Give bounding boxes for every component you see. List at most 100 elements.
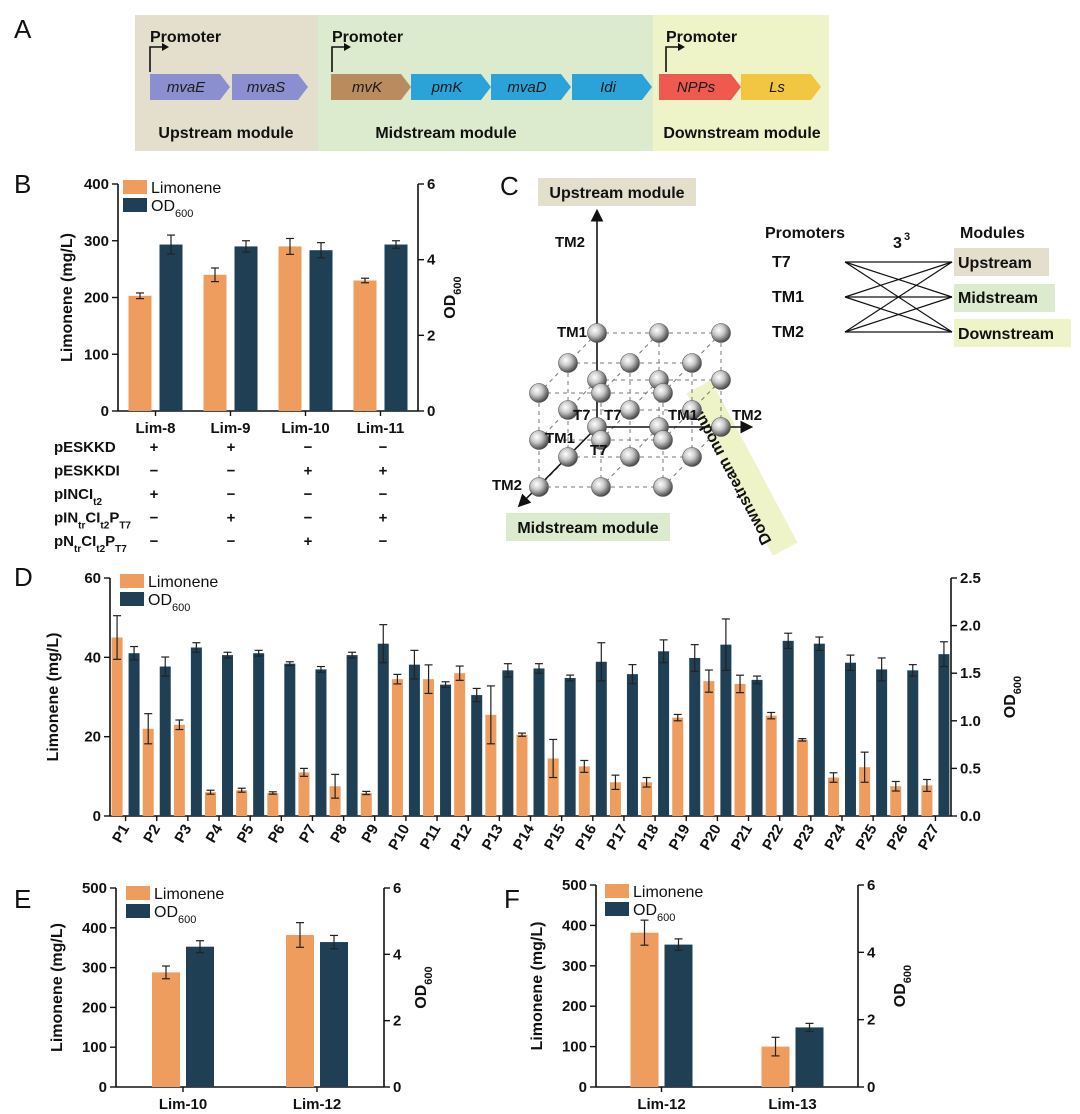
plasmid-mark: + — [304, 533, 313, 550]
bar-limonene-P25 — [859, 767, 871, 816]
bar-limonene-P13 — [485, 714, 497, 816]
bar-od600-P12 — [471, 695, 483, 816]
bar-limonene-Lim-12 — [630, 932, 659, 1087]
bar-od600-P6 — [284, 663, 296, 816]
legend-swatch-limonene — [605, 884, 629, 898]
bar-od600-Lim-11 — [384, 244, 408, 411]
x-tick-label-P25: P25 — [853, 822, 881, 854]
x-tick-label-P16: P16 — [572, 822, 600, 854]
gene-arrow-Ls — [741, 74, 821, 100]
bar-od600-P26 — [907, 670, 919, 816]
panel-f-chart: 0 100 200 300 400 500 0 2 4 6 Limonene (mg/L) OD600… — [529, 877, 914, 1113]
x-tick-label-Lim-12: Lim-12 — [293, 1096, 341, 1113]
tick-label-right: 2.0 — [960, 618, 981, 635]
x-tick-label-P5: P5 — [234, 822, 258, 846]
x-tick-label-P3: P3 — [171, 822, 195, 846]
combination-sphere — [529, 383, 549, 403]
x-tick-label-Lim-13: Lim-13 — [768, 1096, 816, 1113]
bar-limonene-P18 — [641, 782, 653, 816]
y-axis-title-right: OD600 — [1002, 676, 1024, 718]
y-axis-title-left: Limonene (mg/L) — [529, 922, 546, 1051]
bar-limonene-P10 — [391, 679, 403, 816]
tick-label-right: 4 — [867, 944, 876, 961]
legend-label-limonene: Limonene — [154, 886, 224, 903]
module-label-0: Upstream module — [158, 125, 293, 142]
gene-label-Ls: Ls — [769, 79, 785, 96]
x-tick-label-P10: P10 — [385, 822, 413, 854]
bar-od600-P13 — [502, 670, 514, 816]
bar-limonene-P24 — [827, 777, 839, 816]
combination-sphere — [558, 400, 578, 420]
legend-swatch-limonene — [123, 180, 147, 194]
bar-od600-P3 — [190, 647, 202, 816]
legend-label-od600: OD600 — [154, 904, 196, 926]
tick-label-left: 100 — [84, 346, 109, 363]
gene-label-mvaD: mvaD — [507, 79, 546, 96]
tick-label-left: 200 — [84, 290, 109, 307]
x-tick-label-P7: P7 — [296, 822, 320, 846]
bar-od600-Lim-9 — [234, 246, 258, 411]
bar-limonene-P16 — [578, 766, 590, 816]
bar-od600-Lim-12 — [320, 942, 348, 1087]
bar-limonene-P14 — [516, 734, 528, 816]
plasmid-mark: − — [379, 439, 388, 456]
promoter-t7: T7 — [772, 254, 791, 271]
x-tick-label-P15: P15 — [541, 822, 569, 854]
tick-label-left: 0 — [99, 1079, 107, 1096]
bar-od600-P19 — [689, 657, 701, 816]
x-tick-label-Lim-12: Lim-12 — [637, 1096, 685, 1113]
module-downstream: Downstream — [958, 326, 1054, 343]
cube-t7-right: T7 — [604, 407, 622, 424]
promoter-arrow-icon — [665, 46, 680, 72]
tick-label-left: 400 — [82, 920, 107, 937]
cube-tm1-right: TM1 — [668, 407, 698, 424]
plasmid-name-2: pINCIt2 — [54, 486, 103, 508]
bar-od600-P14 — [533, 668, 545, 816]
bar-od600-Lim-10 — [186, 946, 214, 1087]
combination-sphere — [653, 430, 673, 450]
plasmid-mark: + — [227, 439, 236, 456]
bar-limonene-Lim-9 — [203, 274, 227, 411]
combination-sphere — [620, 447, 640, 467]
bar-od600-P23 — [813, 643, 825, 816]
plasmid-mark: + — [379, 463, 388, 480]
legend-label-limonene: Limonene — [151, 180, 221, 197]
gene-label-mvaE: mvaE — [167, 79, 206, 96]
cube-t7-origin: T7 — [573, 407, 591, 424]
legend-label-od600: OD600 — [148, 592, 190, 614]
promoter-arrowhead-icon — [678, 43, 685, 51]
bar-limonene-P20 — [703, 681, 715, 816]
legend-swatch-limonene — [120, 574, 144, 588]
plasmid-mark: − — [227, 486, 236, 503]
plasmid-name-1: pESKKDI — [54, 463, 120, 480]
bar-limonene-P6 — [267, 792, 279, 816]
bar-od600-Lim-8 — [159, 244, 183, 411]
tick-label-left: 200 — [82, 999, 107, 1016]
plasmid-mark: − — [227, 533, 236, 550]
bar-limonene-P23 — [796, 739, 808, 816]
tick-label-right: 4 — [393, 946, 402, 963]
gene-label-mvK: mvK — [352, 79, 383, 96]
bar-od600-Lim-13 — [795, 1027, 824, 1087]
panel-b-plasmid-table: pESKKD + + − − pESKKDI − − + + pINCIt2 + − − − pINtrCIt… — [54, 439, 388, 555]
promoter-label: Promoter — [332, 29, 403, 46]
legend-label-limonene: Limonene — [633, 884, 703, 901]
combination-sphere — [653, 477, 673, 497]
plasmid-name-0: pESKKD — [54, 439, 116, 456]
x-tick-label-P8: P8 — [327, 822, 351, 846]
tick-label-right: 0 — [867, 1079, 875, 1096]
module-downstream-bg — [954, 319, 1071, 347]
plasmid-name-3: pINtrCIt2PT7 — [54, 510, 131, 532]
tick-label-left: 300 — [82, 960, 107, 977]
tick-label-right: 2 — [393, 1013, 401, 1030]
bar-limonene-Lim-11 — [353, 280, 377, 411]
bar-od600-P10 — [408, 664, 420, 816]
tick-label-left: 400 — [562, 917, 587, 934]
combination-sphere — [711, 417, 731, 437]
plasmid-mark: − — [304, 486, 313, 503]
bar-limonene-P22 — [765, 715, 777, 816]
bar-limonene-P12 — [454, 673, 466, 816]
bar-limonene-P21 — [734, 683, 746, 816]
gene-arrow-mvaS — [232, 74, 308, 100]
bar-od600-P9 — [377, 643, 389, 816]
